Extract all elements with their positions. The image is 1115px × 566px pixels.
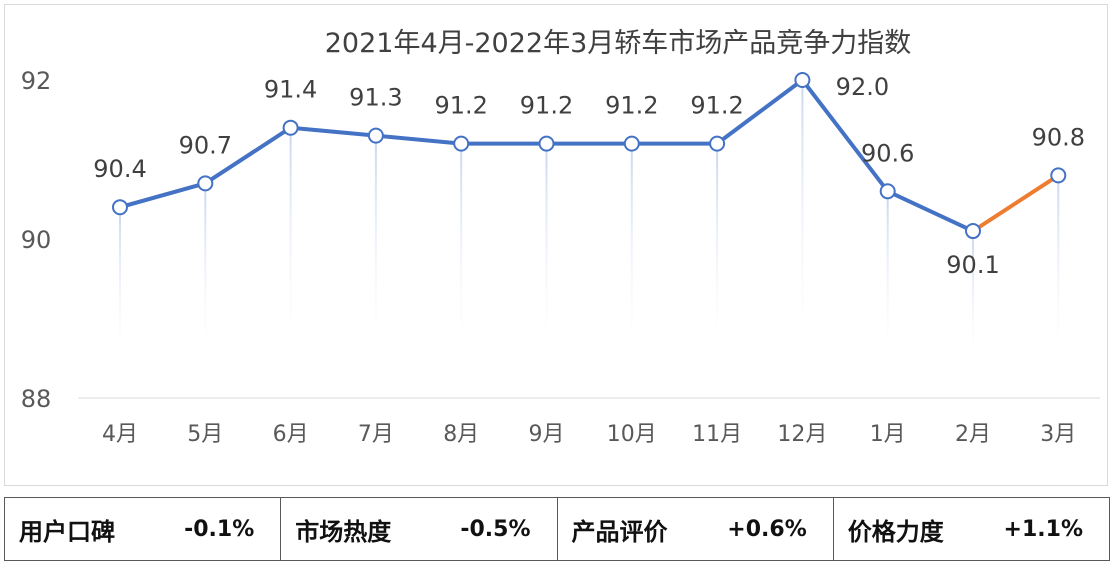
x-tick-label: 10月	[607, 422, 657, 447]
chart-frame	[4, 4, 1108, 486]
drop-line	[886, 191, 889, 370]
data-label: 91.2	[520, 92, 573, 120]
stat-label: 市场热度	[295, 517, 392, 546]
stat-value: -0.5%	[460, 516, 531, 542]
data-label: 90.8	[1032, 123, 1085, 151]
data-point	[709, 135, 726, 152]
y-tick-label: 90	[21, 226, 52, 254]
drop-line	[545, 143, 548, 370]
drop-line	[972, 231, 974, 370]
x-tick-label: 1月	[870, 422, 906, 447]
x-tick-label: 2月	[955, 422, 991, 447]
data-point	[282, 119, 299, 136]
line-chart: 2021年4月-2022年3月轿车市场产品竞争力指数 88 90 92 4月 5月 6月 7…	[21, 28, 1100, 447]
data-label: 90.7	[179, 131, 232, 159]
stat-product-review: 产品评价 +0.6%	[558, 498, 834, 560]
summary-stats-bar: 用户口碑 -0.1% 市场热度 -0.5% 产品评价 +0.6% 价格力度 +1…	[4, 497, 1110, 561]
data-point	[623, 135, 640, 152]
chart-title: 2021年4月-2022年3月轿车市场产品竞争力指数	[325, 28, 912, 59]
x-tick-label: 8月	[443, 422, 479, 447]
drop-line	[630, 143, 633, 370]
stat-label: 产品评价	[571, 517, 668, 546]
y-tick-label: 88	[21, 385, 52, 413]
data-point	[1050, 167, 1067, 184]
x-tick-label: 4月	[102, 422, 138, 447]
drop-line	[716, 143, 719, 370]
y-tick-label: 92	[21, 67, 52, 95]
data-label: 91.2	[690, 92, 743, 120]
stat-label: 价格力度	[847, 517, 944, 546]
x-tick-label: 11月	[692, 422, 742, 447]
data-label: 90.1	[946, 251, 999, 279]
x-tick-label: 3月	[1040, 422, 1076, 447]
drop-line	[460, 143, 463, 370]
data-point	[965, 223, 981, 240]
data-point	[879, 183, 896, 200]
data-label: 91.4	[264, 76, 317, 104]
drop-line	[1057, 175, 1060, 370]
data-label: 90.4	[93, 155, 146, 183]
x-tick-label: 9月	[529, 422, 565, 447]
stat-value: +0.6%	[727, 516, 807, 542]
stat-price-strength: 价格力度 +1.1%	[834, 498, 1109, 560]
stat-value: +1.1%	[1003, 516, 1083, 542]
data-label: 91.2	[434, 92, 487, 120]
drop-line	[289, 127, 292, 370]
x-tick-label: 7月	[358, 422, 394, 447]
data-label: 91.3	[349, 84, 402, 112]
data-point	[794, 72, 811, 88]
stat-label: 用户口碑	[19, 517, 115, 546]
stat-market-heat: 市场热度 -0.5%	[281, 498, 558, 560]
data-point	[112, 199, 128, 216]
series-line-highlight	[971, 173, 1061, 234]
data-label: 91.2	[605, 92, 658, 120]
data-label: 90.6	[861, 139, 914, 167]
data-label: 92.0	[836, 73, 889, 101]
drop-line	[119, 207, 121, 370]
data-point	[453, 135, 470, 152]
drop-line	[801, 80, 804, 370]
drop-line	[204, 183, 207, 370]
data-point	[367, 127, 384, 144]
data-point	[538, 135, 555, 152]
stat-user-reputation: 用户口碑 -0.1%	[5, 498, 282, 560]
x-tick-label: 6月	[273, 422, 309, 447]
drop-line	[374, 135, 377, 370]
data-point	[197, 175, 214, 192]
x-tick-label: 12月	[777, 422, 827, 447]
stat-value: -0.1%	[184, 516, 255, 542]
x-tick-label: 5月	[187, 422, 223, 447]
